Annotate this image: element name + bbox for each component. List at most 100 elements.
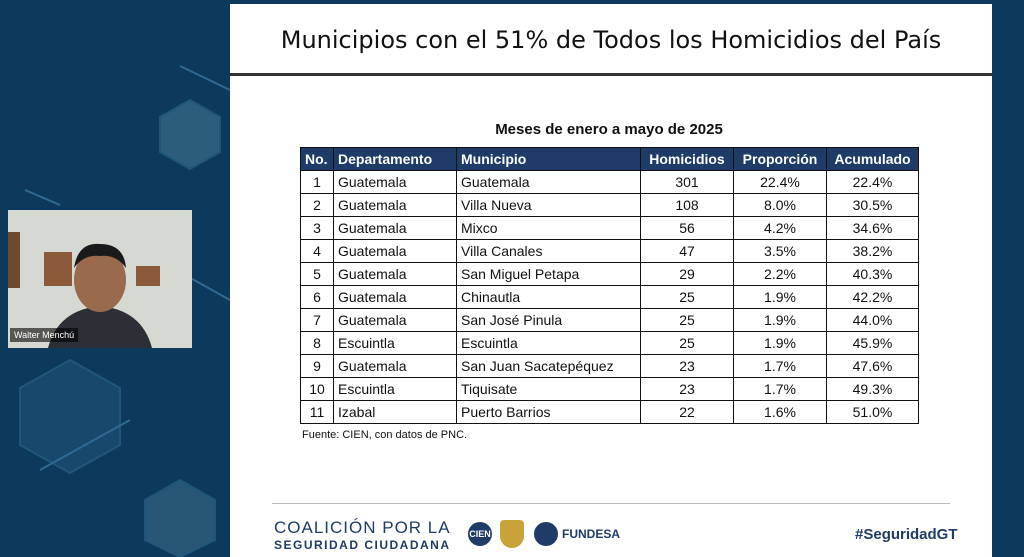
table-cell: Guatemala <box>333 285 457 309</box>
table-cell: Villa Nueva <box>456 193 641 217</box>
column-header: Proporción <box>733 147 827 171</box>
table-cell: 1.6% <box>733 400 827 424</box>
table-cell: 29 <box>640 262 734 286</box>
table-cell: 301 <box>640 170 734 194</box>
table-cell: 25 <box>640 285 734 309</box>
table-cell: 1.7% <box>733 354 827 378</box>
table-row: 4 Guatemala Villa Canales 47 3.5% 38.2% <box>300 239 919 263</box>
column-header: Acumulado <box>826 147 919 171</box>
coalition-name: SEGURIDAD CIUDADANA <box>274 538 451 552</box>
table-cell: 47 <box>640 239 734 263</box>
table-cell: 8 <box>300 331 334 355</box>
participant-video <box>8 210 192 348</box>
table-cell: Guatemala <box>333 308 457 332</box>
column-header: No. <box>300 147 334 171</box>
table-cell: San Miguel Petapa <box>456 262 641 286</box>
table-cell: 3 <box>300 216 334 240</box>
table-row: 3 Guatemala Mixco 56 4.2% 34.6% <box>300 216 919 240</box>
table-cell: Guatemala <box>456 170 641 194</box>
table-cell: 25 <box>640 308 734 332</box>
table-cell: 1.9% <box>733 308 827 332</box>
table-row: 7 Guatemala San José Pinula 25 1.9% 44.0% <box>300 308 919 332</box>
table-row: 8 Escuintla Escuintla 25 1.9% 45.9% <box>300 331 919 355</box>
table-cell: Guatemala <box>333 239 457 263</box>
table-cell: 22 <box>640 400 734 424</box>
table-cell: Puerto Barrios <box>456 400 641 424</box>
table-caption: Meses de enero a mayo de 2025 <box>495 121 723 138</box>
table-cell: 38.2% <box>826 239 919 263</box>
table-cell: 49.3% <box>826 377 919 401</box>
table-cell: Tiquisate <box>456 377 641 401</box>
table-row: 9 Guatemala San Juan Sacatepéquez 23 1.7% 47.… <box>300 354 919 378</box>
table-cell: 22.4% <box>826 170 919 194</box>
title-rule <box>230 73 992 76</box>
column-header: Departamento <box>333 147 457 171</box>
table-cell: 108 <box>640 193 734 217</box>
table-cell: Guatemala <box>333 193 457 217</box>
table-row: 1 Guatemala Guatemala 301 22.4% 22.4% <box>300 170 919 194</box>
table-cell: 56 <box>640 216 734 240</box>
participant-name: Walter Menchú <box>10 328 79 342</box>
table-row: 11 Izabal Puerto Barrios 22 1.6% 51.0% <box>300 400 919 424</box>
table-cell: 4 <box>300 239 334 263</box>
table-cell: 1.9% <box>733 285 827 309</box>
table-row: 10 Escuintla Tiquisate 23 1.7% 49.3% <box>300 377 919 401</box>
table-cell: 42.2% <box>826 285 919 309</box>
table-cell: 2.2% <box>733 262 827 286</box>
column-header: Municipio <box>456 147 641 171</box>
table-row: 6 Guatemala Chinautla 25 1.9% 42.2% <box>300 285 919 309</box>
table-cell: Villa Canales <box>456 239 641 263</box>
table-row: 2 Guatemala Villa Nueva 108 8.0% 30.5% <box>300 193 919 217</box>
table-cell: Escuintla <box>333 377 457 401</box>
source-note: Fuente: CIEN, con datos de PNC. <box>302 429 468 441</box>
table-cell: 30.5% <box>826 193 919 217</box>
hashtag: #SeguridadGT <box>855 526 958 543</box>
slide-title: Municipios con el 51% de Todos los Homic… <box>280 26 942 54</box>
table-cell: 2 <box>300 193 334 217</box>
table-cell: 8.0% <box>733 193 827 217</box>
table-cell: Guatemala <box>333 354 457 378</box>
table-cell: Izabal <box>333 400 457 424</box>
table-cell: 45.9% <box>826 331 919 355</box>
table-cell: 1.9% <box>733 331 827 355</box>
table-cell: Guatemala <box>333 262 457 286</box>
table-cell: 22.4% <box>733 170 827 194</box>
table-cell: 40.3% <box>826 262 919 286</box>
logo: CIEN <box>468 522 492 546</box>
table-cell: 44.0% <box>826 308 919 332</box>
table-cell: San Juan Sacatepéquez <box>456 354 641 378</box>
video-frame <box>8 210 192 348</box>
logo: FUNDESA <box>562 527 621 541</box>
table-cell: Guatemala <box>333 170 457 194</box>
fundesa-icon <box>534 522 558 546</box>
table-cell: San José Pinula <box>456 308 641 332</box>
table-cell: Guatemala <box>333 216 457 240</box>
table-cell: 7 <box>300 308 334 332</box>
table-cell: 4.2% <box>733 216 827 240</box>
table-cell: 47.6% <box>826 354 919 378</box>
slide: Municipios con el 51% de Todos los Homic… <box>230 4 992 557</box>
table-cell: 25 <box>640 331 734 355</box>
column-header: Homicidios <box>640 147 734 171</box>
table-cell: Escuintla <box>456 331 641 355</box>
shield-logo <box>500 520 524 548</box>
table-cell: 5 <box>300 262 334 286</box>
table-cell: 23 <box>640 377 734 401</box>
table-cell: 9 <box>300 354 334 378</box>
table-cell: 11 <box>300 400 334 424</box>
table-cell: Escuintla <box>333 331 457 355</box>
table-row: 5 Guatemala San Miguel Petapa 29 2.2% 40.3% <box>300 262 919 286</box>
table-cell: 34.6% <box>826 216 919 240</box>
table-cell: Chinautla <box>456 285 641 309</box>
table-cell: 1 <box>300 170 334 194</box>
data-table: No. Departamento Municipio Homicidios Propor… <box>300 147 919 424</box>
table-cell: 3.5% <box>733 239 827 263</box>
table-cell: 6 <box>300 285 334 309</box>
table-cell: 51.0% <box>826 400 919 424</box>
coalition-name: COALICIÓN POR LA <box>274 518 451 537</box>
table-cell: 10 <box>300 377 334 401</box>
table-cell: 23 <box>640 354 734 378</box>
footer-rule <box>272 503 950 504</box>
table-cell: 1.7% <box>733 377 827 401</box>
